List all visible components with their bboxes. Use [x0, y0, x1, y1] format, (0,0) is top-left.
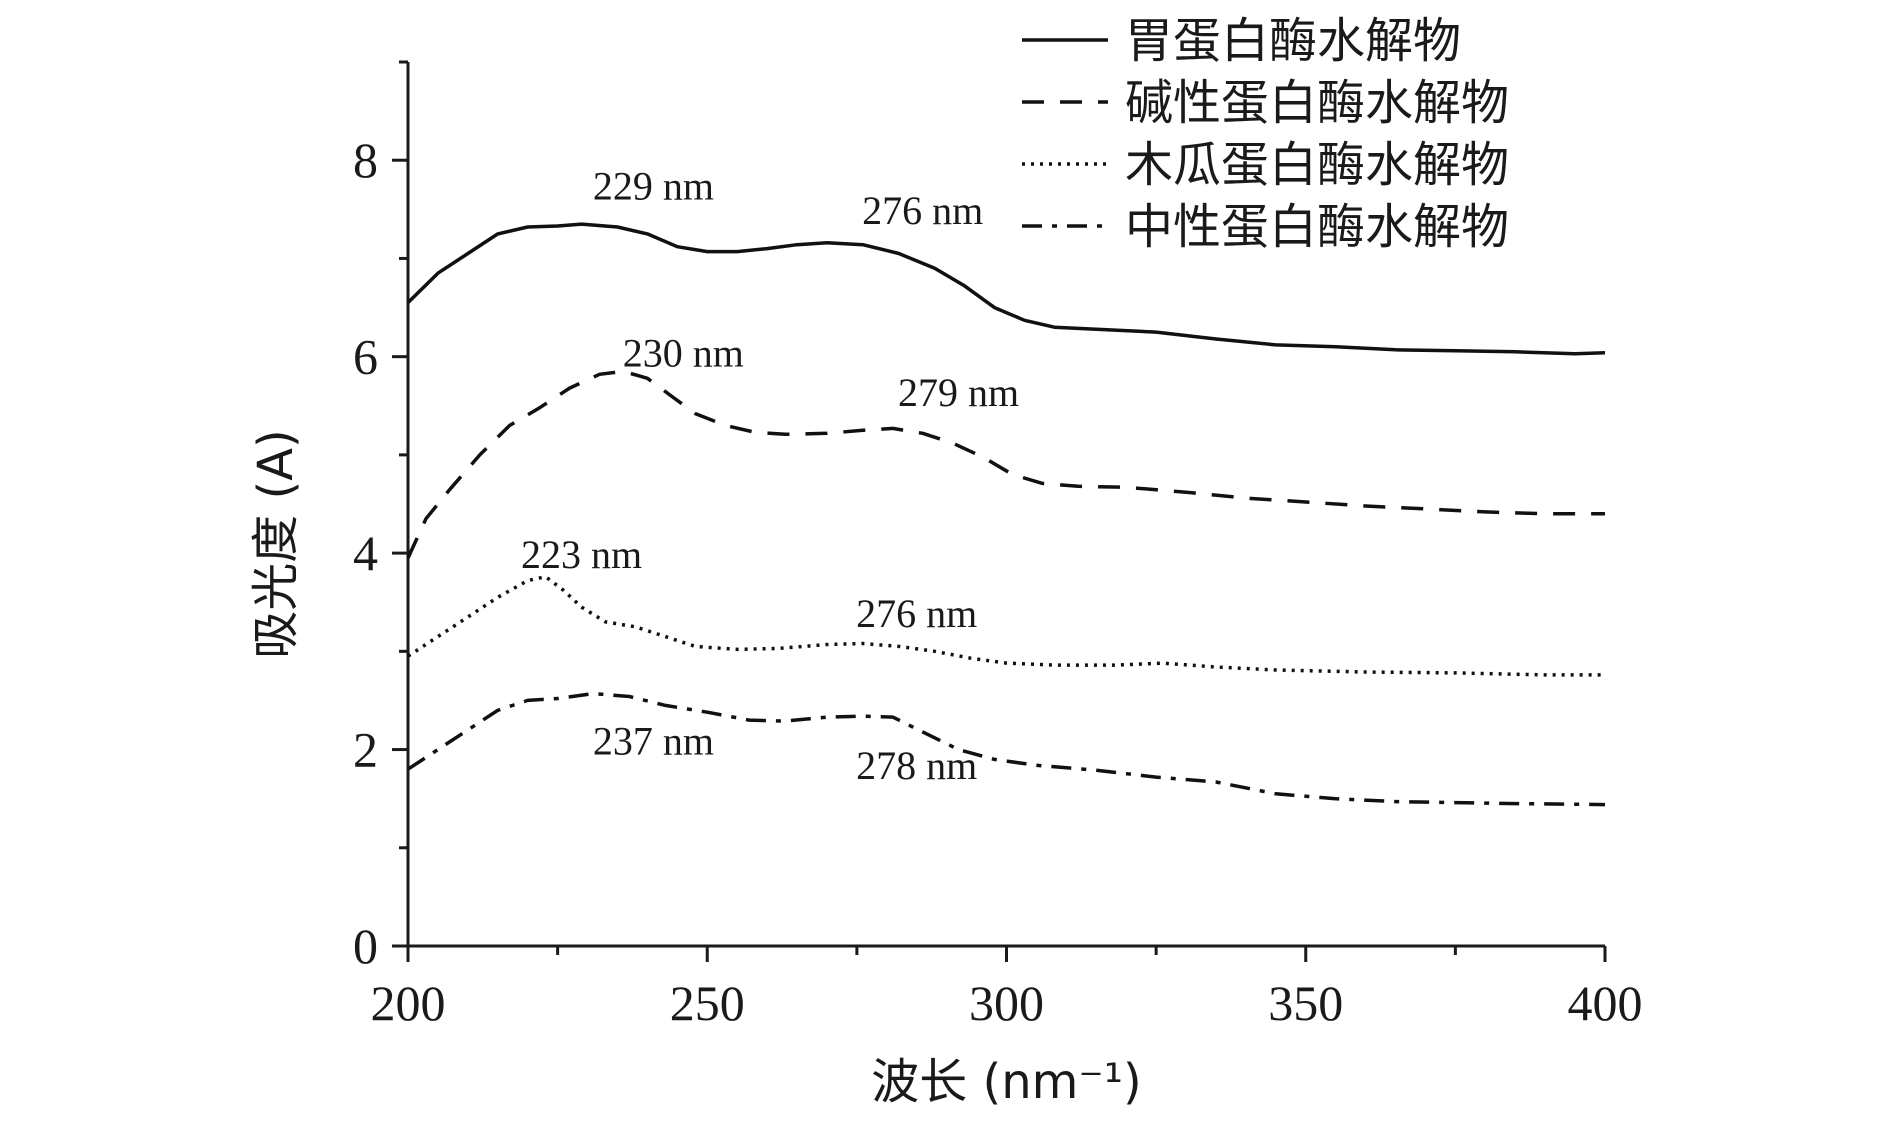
legend-label-4: 中性蛋白酶水解物: [1125, 199, 1509, 255]
x-tick-label: 350: [1268, 975, 1343, 1031]
y-tick-label: 2: [353, 722, 378, 778]
peak-annotation: 279 nm: [898, 370, 1019, 415]
peak-annotation: 276 nm: [856, 591, 977, 636]
y-tick-label: 6: [353, 329, 378, 385]
series-group: [406, 222, 1606, 807]
x-tick-label: 250: [670, 975, 745, 1031]
annotations: 229 nm 276 nm 230 nm 279 nm 223 nm 276 nm 237 …: [521, 164, 1019, 789]
axes: 0 2 4 6 8 200 250 300 350 400 波长 (nm⁻¹) 吸光度 (A): [248, 60, 1643, 1110]
peak-annotation: 276 nm: [862, 188, 983, 233]
legend-label-2: 碱性蛋白酶水解物: [1125, 75, 1509, 131]
x-axis-label: 波长 (nm⁻¹): [871, 1054, 1141, 1110]
peak-annotation: 230 nm: [623, 330, 744, 375]
legend-label-1: 胃蛋白酶水解物: [1125, 13, 1461, 69]
legend-label-3: 木瓜蛋白酶水解物: [1125, 137, 1509, 193]
x-tick-label: 300: [969, 975, 1044, 1031]
series-line-1: [406, 222, 1606, 356]
y-tick-label: 4: [353, 525, 378, 581]
series-line-3: [407, 574, 1605, 677]
series-line-2: [406, 369, 1605, 559]
peak-annotation: 237 nm: [593, 718, 714, 763]
y-axis-label: 吸光度 (A): [248, 429, 304, 659]
y-tick-label: 8: [353, 132, 378, 188]
x-tick-label: 400: [1568, 975, 1643, 1031]
series-line-4: [407, 691, 1606, 807]
peak-annotation: 278 nm: [856, 743, 977, 788]
y-tick-label: 0: [353, 918, 378, 974]
x-tick-label: 200: [371, 975, 446, 1031]
peak-annotation: 229 nm: [593, 164, 714, 209]
peak-annotation: 223 nm: [521, 532, 642, 577]
